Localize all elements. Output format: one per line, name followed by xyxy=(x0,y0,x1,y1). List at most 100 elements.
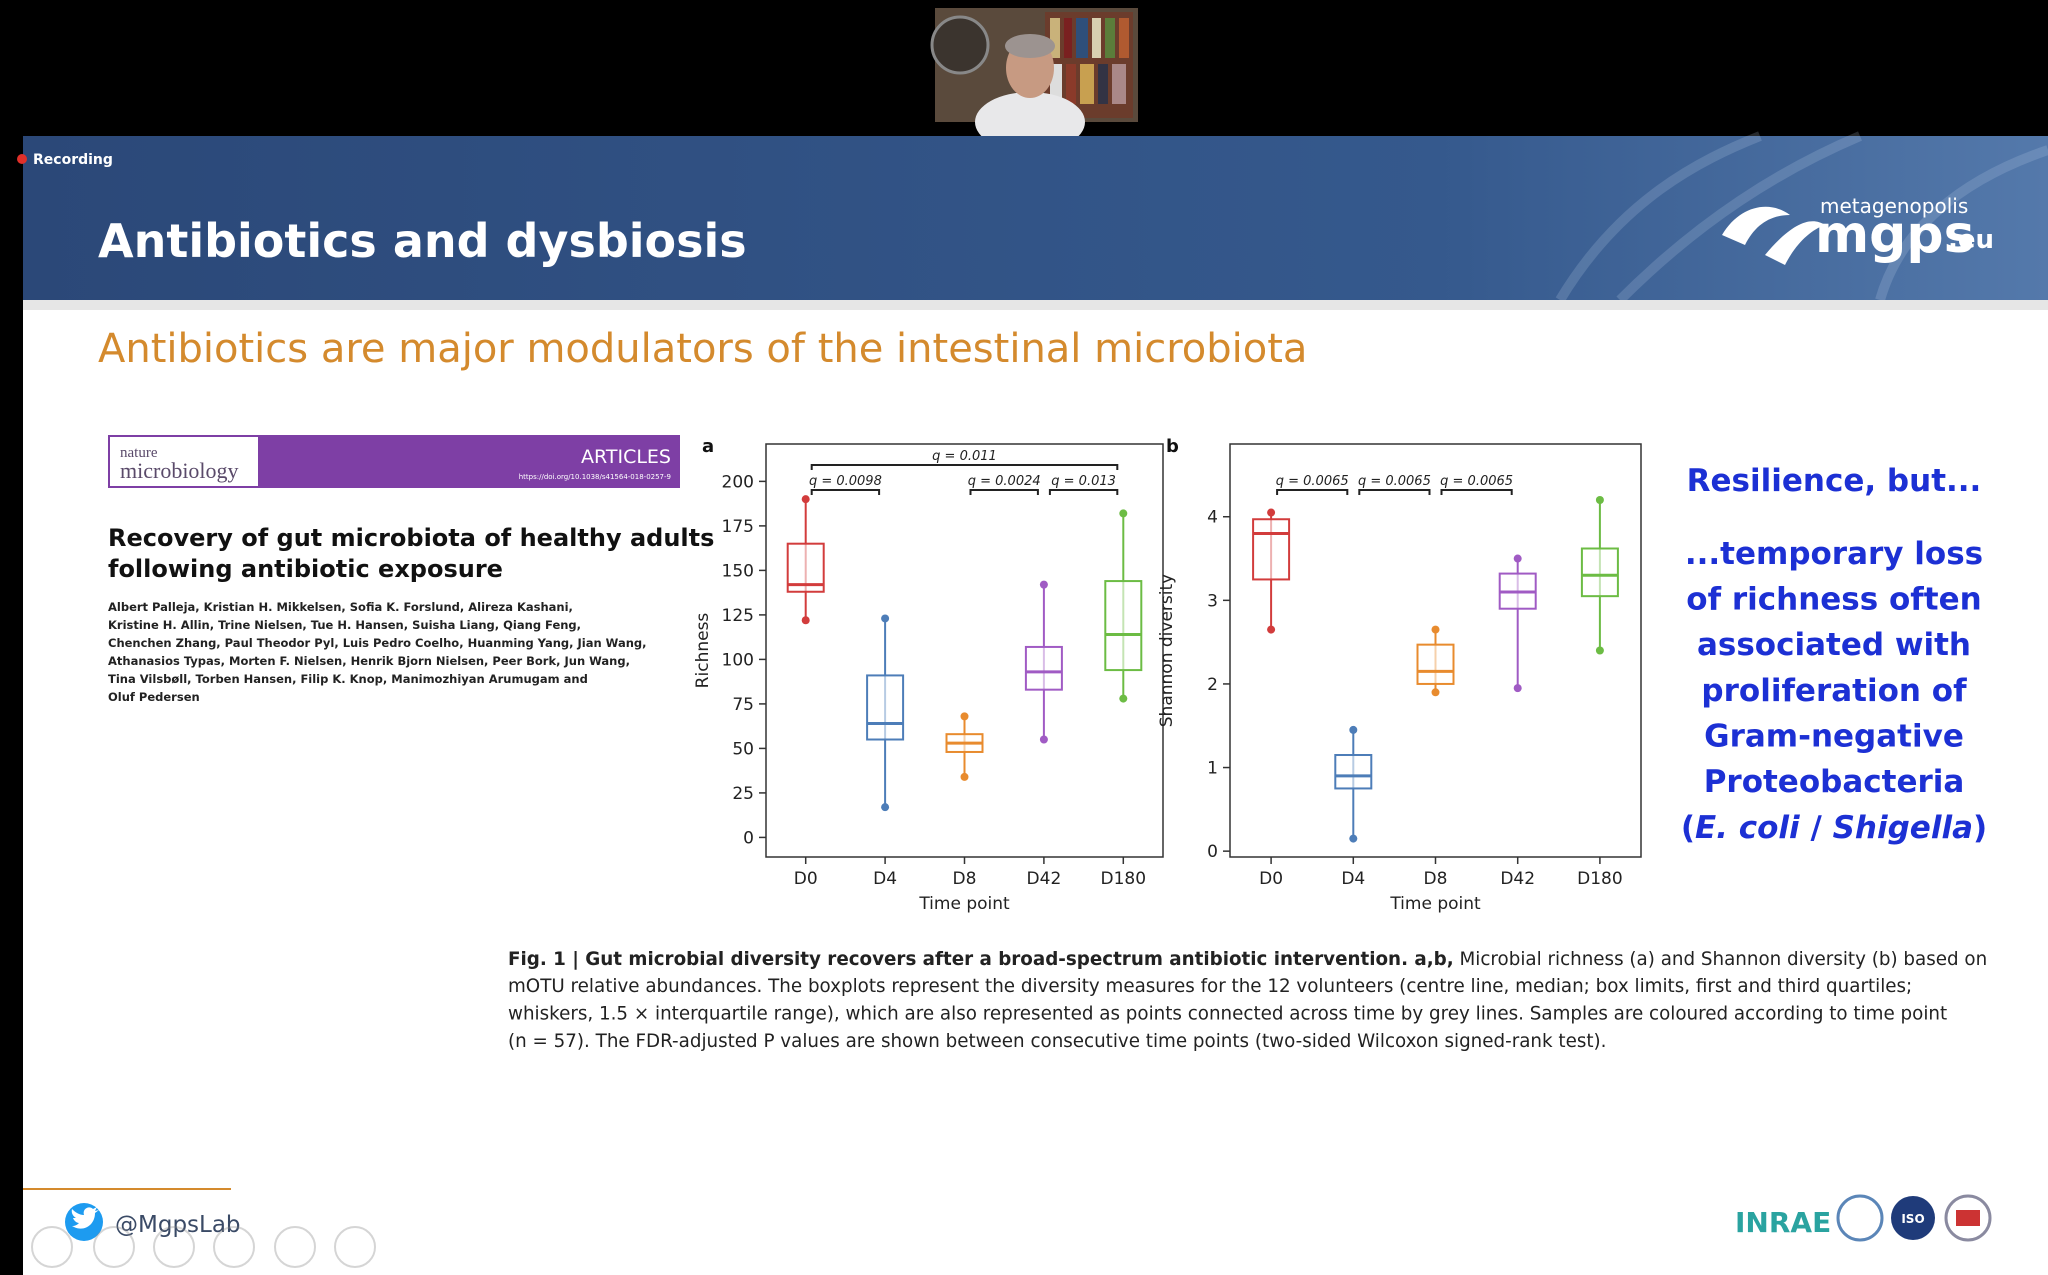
whisker-end xyxy=(1349,725,1358,734)
y-tick-label: 50 xyxy=(732,739,754,759)
y-tick-label: 150 xyxy=(722,561,754,581)
prev-button[interactable] xyxy=(31,1226,73,1268)
significance-bracket xyxy=(1440,489,1513,495)
callout-line: proliferation of xyxy=(1701,673,1967,709)
callout-last-line: (E. coli / Shigella) xyxy=(1681,810,1987,846)
significance-bracket xyxy=(969,489,1039,495)
box xyxy=(1334,754,1373,790)
slide-header xyxy=(23,136,2048,300)
whisker-end xyxy=(1039,735,1048,744)
x-tick-label: D42 xyxy=(1027,869,1062,889)
whisker-end xyxy=(960,712,969,721)
callout-line: Proteobacteria xyxy=(1704,764,1965,800)
whisker-end xyxy=(1513,554,1522,563)
author-line: Oluf Pedersen xyxy=(108,690,200,704)
box xyxy=(1104,580,1143,672)
y-tick-label: 3 xyxy=(1207,591,1218,611)
y-tick-label: 4 xyxy=(1207,508,1218,528)
panel-label: b xyxy=(1166,436,1179,457)
callout-segment: ( xyxy=(1681,810,1695,846)
y-tick-label: 200 xyxy=(722,472,754,492)
x-tick-label: D4 xyxy=(1341,869,1365,889)
q-value: q = 0.0065 xyxy=(1358,474,1431,489)
y-tick-label: 2 xyxy=(1207,675,1218,695)
zoom-controls xyxy=(31,1226,376,1268)
webcam-video xyxy=(930,8,1138,152)
journal-bottom: microbiology xyxy=(120,458,239,483)
slide-title: Antibiotics and dysbiosis xyxy=(98,214,747,268)
x-tick-label: D4 xyxy=(873,869,897,889)
x-tick-label: D0 xyxy=(794,869,818,889)
zoom-button[interactable] xyxy=(274,1226,316,1268)
y-tick-label: 175 xyxy=(722,517,754,537)
author-line: Tina Vilsbøll, Torben Hansen, Filip K. K… xyxy=(108,672,588,686)
box xyxy=(1580,547,1619,598)
callout-segment: Shigella xyxy=(1833,810,1973,846)
next-button[interactable] xyxy=(93,1226,135,1268)
callout-segment: E. coli xyxy=(1695,810,1800,846)
logo-top: metagenopolis xyxy=(1820,194,1968,218)
iso-label: ISO xyxy=(1901,1212,1924,1226)
box xyxy=(1252,518,1291,581)
paper-title: Recovery of gut microbiota of healthy ad… xyxy=(108,524,714,583)
whisker-end xyxy=(1119,509,1128,518)
whisker-end xyxy=(1267,508,1276,517)
y-tick-label: 100 xyxy=(722,650,754,670)
logo-suffix: .eu xyxy=(1948,225,1994,255)
recording-dot xyxy=(17,154,27,164)
paper-title-line: following antibiotic exposure xyxy=(108,555,503,583)
author-line: Albert Palleja, Kristian H. Mikkelsen, S… xyxy=(108,600,573,614)
whisker-end xyxy=(1431,625,1440,634)
significance-bracket xyxy=(1276,489,1349,495)
panel-label: a xyxy=(702,436,714,457)
twitter-handle: @MgpsLab xyxy=(115,1212,241,1238)
q-value: q = 0.0024 xyxy=(968,474,1041,489)
q-value: q = 0.013 xyxy=(1051,474,1116,489)
mgps-logo: metagenopolis mgps .eu xyxy=(1722,194,1994,265)
q-value: q = 0.0098 xyxy=(809,474,882,489)
whisker-end xyxy=(881,614,890,623)
whisker-end xyxy=(1431,688,1440,697)
caption-line: whiskers, 1.5 × interquartile range), wh… xyxy=(508,1004,1947,1025)
whisker-end xyxy=(1595,646,1604,655)
journal-top: nature xyxy=(120,445,158,461)
author-line: Chenchen Zhang, Paul Theodor Pyl, Luis P… xyxy=(108,636,647,650)
significance-bracket xyxy=(1358,489,1431,495)
view-button[interactable] xyxy=(213,1226,255,1268)
iso-logo xyxy=(1891,1196,1935,1240)
box xyxy=(1024,645,1063,691)
callout: Resilience, but... ...temporary loss of ri… xyxy=(1681,463,1987,846)
header-shadow xyxy=(23,300,2048,310)
y-tick-label: 0 xyxy=(1207,842,1218,862)
figure-caption: Fig. 1 | Gut microbial diversity recover… xyxy=(508,949,1987,1052)
whisker-end xyxy=(801,616,810,625)
paper-header: nature microbiology ARTICLES https://doi… xyxy=(108,435,680,488)
whisker-end xyxy=(1595,496,1604,505)
x-axis-label: Time point xyxy=(1389,894,1481,914)
callout-line: of richness often xyxy=(1686,582,1981,618)
significance-bracket xyxy=(810,489,881,495)
callout-segment: / xyxy=(1800,810,1833,846)
x-tick-label: D0 xyxy=(1259,869,1283,889)
whisker-end xyxy=(1513,684,1522,693)
callout-line: Gram-negative xyxy=(1704,718,1964,754)
whisker-end xyxy=(960,772,969,781)
cofrac-mark xyxy=(1956,1210,1980,1226)
y-tick-label: 125 xyxy=(722,606,754,626)
y-axis-label: Richness xyxy=(693,613,713,689)
callout-line: associated with xyxy=(1697,627,1971,663)
y-axis-label: Shannon diversity xyxy=(1157,574,1177,727)
annotate-button[interactable] xyxy=(153,1226,195,1268)
more-button[interactable] xyxy=(334,1226,376,1268)
significance-bracket xyxy=(1048,489,1119,495)
caption-bold: Fig. 1 | Gut microbial diversity recover… xyxy=(508,949,1454,970)
whisker-end xyxy=(881,803,890,812)
recording-label: Recording xyxy=(33,152,113,168)
paper-authors: Albert Palleja, Kristian H. Mikkelsen, S… xyxy=(108,600,647,704)
x-tick-label: D8 xyxy=(1424,869,1448,889)
figure: a 0 25 50 75 100 125 150 175 200 Richness Time poin… xyxy=(693,436,1642,914)
callout-heading: Resilience, but... xyxy=(1687,463,1982,499)
callout-line: ...temporary loss xyxy=(1685,536,1983,572)
